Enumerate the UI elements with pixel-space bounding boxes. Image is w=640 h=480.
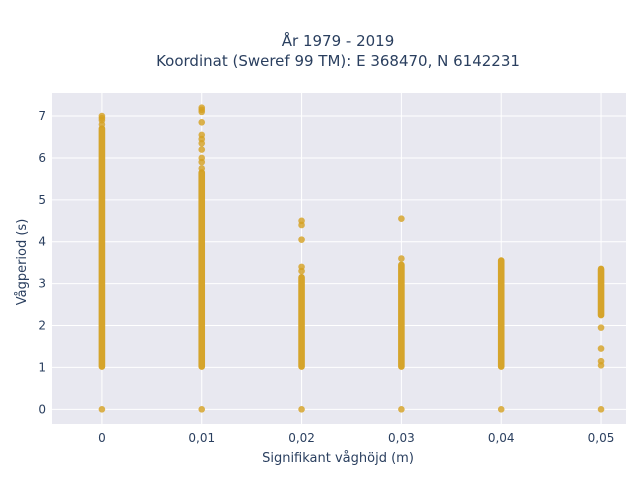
- y-tick-label: 5: [38, 193, 46, 207]
- x-tick-label: 0,03: [388, 431, 415, 445]
- chart-title: År 1979 - 2019: [282, 31, 395, 50]
- x-tick-label: 0,01: [188, 431, 215, 445]
- data-point: [597, 406, 605, 413]
- chart-subtitle: Koordinat (Sweref 99 TM): E 368470, N 61…: [156, 52, 520, 70]
- data-point: [98, 112, 106, 120]
- data-point: [198, 119, 206, 126]
- data-point-cluster: [98, 125, 106, 370]
- data-point: [198, 406, 206, 413]
- y-tick-label: 6: [38, 151, 46, 165]
- y-tick-label: 1: [38, 360, 46, 374]
- data-points: [98, 104, 605, 413]
- y-tick-label: 7: [38, 109, 46, 123]
- y-tick-label: 3: [38, 277, 46, 291]
- x-axis-ticks: 0 0,01 0,02 0,03 0,04 0,05: [98, 431, 614, 445]
- data-point: [298, 406, 305, 413]
- data-point: [597, 345, 605, 352]
- data-point: [298, 263, 305, 271]
- x-axis-title: Signifikant våghöjd (m): [262, 451, 414, 466]
- data-point: [398, 406, 405, 413]
- x-tick-label: 0: [98, 431, 106, 445]
- data-point: [398, 215, 405, 222]
- data-point-cluster: [497, 257, 505, 370]
- data-point: [298, 217, 305, 225]
- y-tick-label: 4: [38, 235, 46, 249]
- data-point: [198, 154, 206, 162]
- data-point: [398, 255, 405, 262]
- data-point: [98, 406, 106, 413]
- x-tick-label: 0,04: [488, 431, 515, 445]
- data-point: [597, 357, 605, 365]
- data-point-cluster: [198, 169, 206, 370]
- data-point-cluster: [398, 261, 405, 370]
- grid-lines: [52, 93, 626, 424]
- y-tick-label: 0: [38, 402, 46, 416]
- data-point: [198, 146, 206, 153]
- data-point: [198, 131, 206, 139]
- x-tick-label: 0,05: [588, 431, 615, 445]
- data-point-cluster: [597, 265, 605, 319]
- data-point: [597, 324, 605, 331]
- data-point: [298, 236, 305, 243]
- plot-area: [52, 93, 626, 424]
- data-point-cluster: [298, 274, 305, 370]
- data-point: [497, 406, 505, 413]
- y-tick-label: 2: [38, 319, 46, 333]
- data-point: [198, 104, 206, 111]
- y-axis-title: Vågperiod (s): [15, 219, 30, 306]
- x-tick-label: 0,02: [288, 431, 315, 445]
- y-axis-ticks: 0 1 2 3 4 5 6 7: [38, 109, 46, 416]
- data-point: [198, 165, 206, 172]
